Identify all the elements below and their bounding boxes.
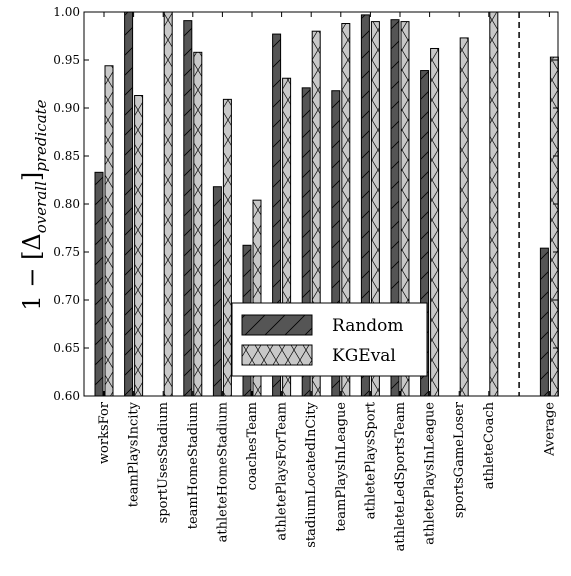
x-tick-label-athlete-plays-in-league: athletePlaysInLeague [423,402,438,545]
x-tick-label-sport-uses-stadium: sportUsesStadium [156,402,171,523]
bar-kgeval-works-for [104,65,114,397]
bar-kgeval-sports-game-loser [459,37,469,397]
y-axis-label-bracket: ] [18,172,46,181]
x-tick-label-athlete-home-stadium: athleteHomeStadium [215,402,230,542]
bar-kgeval-team-home-stadium [193,51,203,397]
x-axis-labels: worksFor teamPlaysIncity sportUsesStadium t… [97,12,557,551]
x-tick-label-coaches-team: coachesTeam [245,402,260,490]
bars-layer [94,11,559,397]
x-tick-label-athlete-led-sports-team: athleteLedSportsTeam [393,402,408,551]
x-tick-label-sports-game-loser: sportsGameLoser [452,401,467,518]
bar-kgeval-athlete-plays-in-league [430,47,440,397]
legend-item-random: Random [241,314,404,336]
x-tick-label-athlete-coach: athleteCoach [482,401,497,489]
y-tick-label: 0.65 [53,341,80,355]
bar-random-athlete-home-stadium [212,186,222,397]
bar-kgeval-athlete-coach [489,11,499,397]
bar-kgeval-sport-uses-stadium [163,11,173,397]
legend-label-kgeval: KGEval [332,346,396,366]
bar-kgeval-team-plays-incity [134,95,144,397]
legend-swatch [241,314,313,336]
legend-swatch [241,344,313,366]
y-tick-label: 0.60 [53,389,80,403]
bar-random-average [539,247,549,397]
x-tick-label-works-for: worksFor [97,401,112,464]
bar-random-works-for [94,171,104,397]
y-axis-label-prefix: 1 − [Δ [18,233,46,310]
legend-label-random: Random [332,316,404,336]
x-tick-label-team-home-stadium: teamHomeStadium [186,402,201,529]
y-axis-ticks: 0.60 0.65 0.70 0.75 0.80 0.85 0.90 0.95 1.00 [53,5,558,403]
y-axis-label-subscript-inner: overall [32,181,50,233]
y-tick-label: 0.95 [53,53,80,67]
bar-random-team-home-stadium [183,20,193,397]
bar-kgeval-athlete-home-stadium [222,98,232,397]
x-tick-label-athlete-plays-for-team: athletePlaysForTeam [275,402,290,541]
x-tick-label-athlete-plays-sport: athletePlaysSport [363,401,378,519]
bar-random-team-plays-incity [124,11,134,397]
y-axis-label: 1 − [Δoverall]predicate [18,99,50,310]
y-tick-label: 1.00 [53,5,80,19]
x-tick-label-team-plays-in-league: teamPlaysInLeague [334,402,349,532]
x-tick-label-average: Average [542,402,557,457]
y-tick-label: 0.75 [53,245,80,259]
y-tick-label: 0.80 [53,197,80,211]
x-tick-label-stadium-located-in-city: stadiumLocatedInCity [304,401,319,547]
legend-item-kgeval: KGEval [241,344,396,366]
y-tick-label: 0.90 [53,101,80,115]
y-axis-label-subscript-outer: predicate [32,99,50,171]
y-tick-label: 0.70 [53,293,80,307]
x-tick-label-team-plays-incity: teamPlaysIncity [127,401,142,507]
y-tick-label: 0.85 [53,149,80,163]
legend: Random KGEval [231,302,428,377]
